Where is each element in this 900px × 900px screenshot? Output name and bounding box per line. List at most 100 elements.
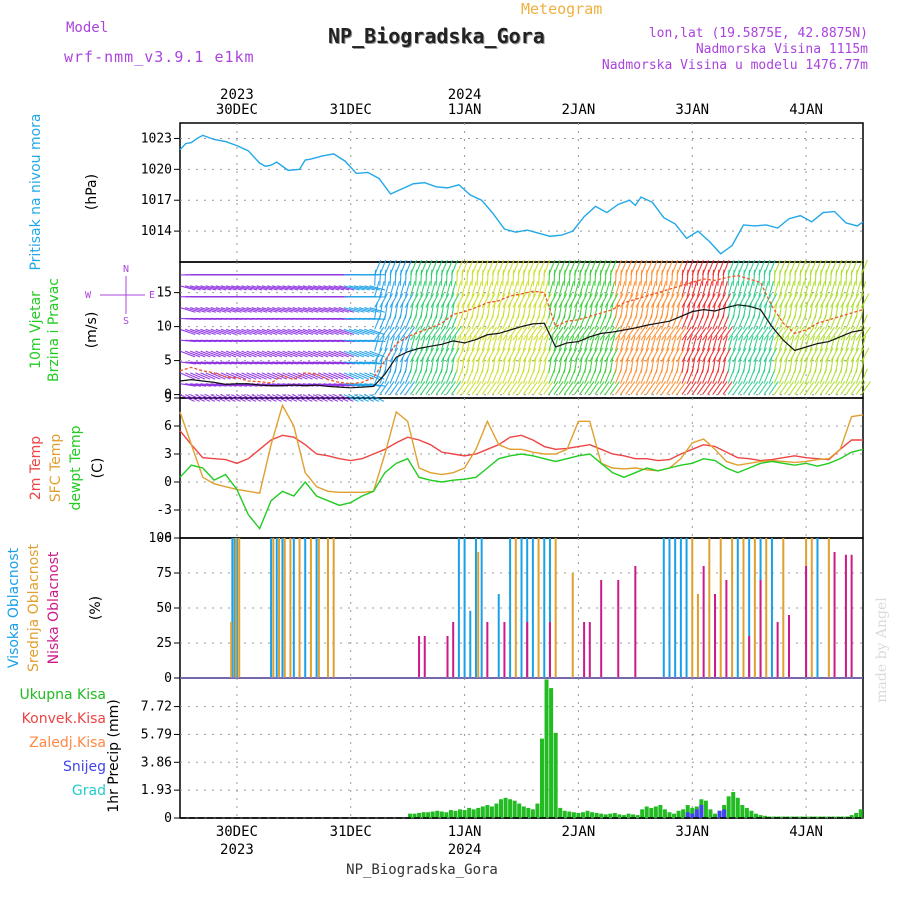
wind-barb [184,328,201,336]
wind-barb [272,328,288,336]
wind-barb [287,372,303,380]
wind-barb [799,381,810,395]
wind-barb [354,307,370,313]
wind-barb [404,335,411,352]
wind-barb [722,302,727,319]
cloud_high-bar [543,538,546,678]
wind-barb [313,361,330,365]
cloud_low-bar [748,636,751,678]
precip_total-bar [499,799,504,818]
wind-barb [748,326,759,341]
wind-barb [312,394,328,402]
wind-barb [354,361,371,365]
cloud_high-bar [668,538,671,678]
wind-barb [456,259,464,276]
wind-barb [307,328,324,336]
wind-barb [266,394,282,402]
wind-barb [794,335,800,352]
wind-barb [261,307,278,313]
wind-barb [313,328,329,336]
cloud_high-bar [497,594,500,678]
wind-barb [748,347,757,363]
cloud_mid-bar [477,552,480,678]
wind-barb [522,335,529,352]
wind-barb [579,281,585,297]
cloud_high-bar [748,538,751,678]
wind-barb [860,281,867,297]
wind-barb [445,335,452,352]
wind-barb [717,293,727,308]
wind-barb [660,281,667,297]
wind-barb [676,302,681,319]
top-date-label: 3JAN [675,102,709,118]
wind-barb [778,302,783,319]
wind-barb [804,293,814,308]
wind-barb [205,372,221,380]
wind-barb [190,285,206,291]
wind-barb [553,381,564,395]
precip_total-bar [662,809,667,818]
wind-barb [758,293,767,308]
wind-barb [353,394,369,402]
t2m-line [179,430,863,465]
wind-barb [272,350,288,358]
wind-barb [399,347,409,363]
wind-barb [712,293,721,308]
wind-barb [466,293,476,308]
wind-barb [548,347,557,363]
temp-ylabel-dewpt: dewpt Temp [68,425,84,510]
precip_total-bar [703,800,708,818]
wind-barb [573,356,578,373]
wind-barb [302,307,319,313]
wind-barb [369,350,385,358]
wind-barb [369,317,386,320]
wind-barb [231,285,247,291]
wind-barb [604,259,612,276]
cloud_low-bar [503,622,506,678]
wind-barb [671,302,675,319]
precip_total-bar [667,812,672,818]
wind-barb [732,259,740,276]
wind-barb [302,394,318,402]
wind-barb [819,302,824,319]
wind-barb [768,356,773,373]
wind-barb [635,281,641,297]
wind-barb [190,328,206,336]
wind-barb [655,302,660,319]
wind-barb [190,307,206,313]
wind-barb [722,335,728,352]
cloud_mid-bar [827,538,830,678]
wind-barb [425,335,431,352]
wind-barb [481,302,486,319]
wind-barb [440,259,448,276]
wind-barb [845,293,855,308]
wind-barb [794,281,800,297]
wind-barb [630,302,634,319]
wind-barb [804,259,812,276]
wind-barb [307,307,324,313]
wind-barb [845,326,856,341]
wind-barb [809,293,819,308]
wind-barb [778,326,789,341]
wind-barb [497,259,505,276]
wind-barb [318,285,334,291]
wind-barb [210,328,227,336]
wind-barb [333,372,349,380]
cloud_mid-bar [234,538,237,678]
wind-barb [420,293,429,308]
wind-barb [184,350,201,358]
wind-barb [251,307,268,313]
wind-barb [568,356,573,373]
wind-barb [635,259,643,276]
wind-barb [451,293,460,308]
wind-barb [486,293,496,308]
wind-barb [778,259,786,276]
wind-barb [681,335,687,352]
wind-unit: (m/s) [84,312,100,349]
wind-barb [809,356,814,373]
wind-barb [804,326,815,341]
wind-barb [732,326,743,341]
cloud_low-bar [776,622,779,678]
wind-barb [410,347,419,363]
wind-barb [819,335,826,352]
